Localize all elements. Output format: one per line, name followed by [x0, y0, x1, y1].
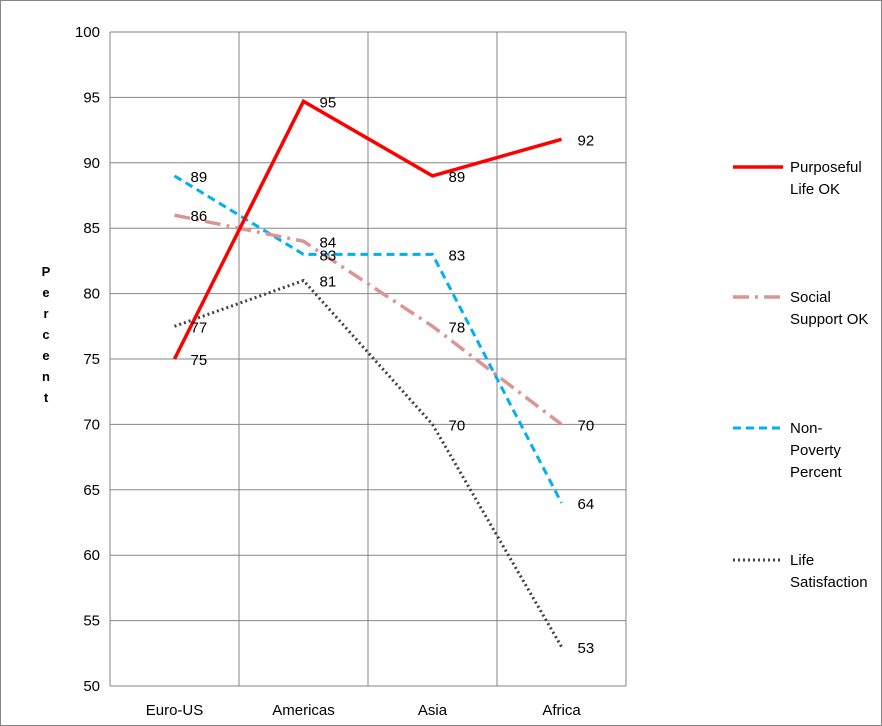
data-label: 83: [449, 247, 466, 264]
series-line: [173, 174, 563, 504]
y-axis-label-letter: t: [44, 390, 49, 405]
legend-label: Social: [790, 289, 831, 306]
y-tick-label: 50: [83, 678, 100, 695]
data-label: 92: [578, 132, 595, 149]
x-tick-label: Africa: [542, 702, 581, 719]
data-label: 64: [578, 496, 595, 513]
x-tick-label: Euro-US: [146, 702, 204, 719]
y-tick-label: 75: [83, 351, 100, 368]
y-axis-label-letter: n: [42, 369, 50, 384]
y-axis-label-letter: c: [42, 327, 49, 342]
data-label: 70: [449, 417, 466, 434]
y-axis-label-letter: e: [42, 285, 49, 300]
y-tick-label: 55: [83, 613, 100, 630]
legend-label: Non-: [790, 420, 823, 437]
legend-label: Support OK: [790, 311, 868, 328]
legend-label: Poverty: [790, 442, 841, 459]
data-labels: 75 95 89 92 86 84 78 70 89 83 83 64 77 81 70 53: [191, 94, 595, 656]
x-tick-label: Asia: [418, 702, 448, 719]
data-label: 75: [191, 352, 208, 369]
legend-label: Percent: [790, 464, 843, 481]
series-line: [172, 98, 562, 360]
series-lines: [172, 98, 563, 648]
y-tick-label: 70: [83, 416, 100, 433]
data-label: 95: [320, 94, 337, 111]
legend-label: Life: [790, 552, 814, 569]
data-label: 81: [320, 274, 337, 291]
data-label: 53: [578, 640, 595, 657]
data-label: 84: [320, 234, 337, 251]
y-tick-label: 85: [83, 220, 100, 237]
axes: 50 55 60 65 70 75 80 85 90 95 100 Euro-US Americas As…: [42, 24, 582, 719]
gridlines: [109, 31, 627, 687]
x-tick-label: Americas: [272, 702, 335, 719]
legend-label: Satisfaction: [790, 574, 868, 591]
data-label: 77: [191, 319, 208, 336]
data-label: 78: [449, 319, 466, 336]
y-tick-label: 65: [83, 482, 100, 499]
y-axis-label-letter: r: [43, 306, 48, 321]
y-tick-label: 80: [83, 286, 100, 303]
y-tick-label: 95: [83, 89, 100, 106]
data-label: 89: [449, 169, 466, 186]
legend-label: Life OK: [790, 181, 840, 198]
data-label: 70: [578, 417, 595, 434]
y-tick-label: 90: [83, 155, 100, 172]
data-label: 83: [320, 247, 337, 264]
y-axis-label-letter: P: [42, 264, 51, 279]
y-axis-label-letter: e: [42, 348, 49, 363]
data-label: 86: [191, 208, 208, 225]
data-label: 89: [191, 169, 208, 186]
y-tick-label: 60: [83, 547, 100, 564]
legend: Purposeful Life OK Social Support OK Non- Pov…: [733, 159, 868, 591]
legend-label: Purposeful: [790, 159, 862, 176]
y-tick-label: 100: [75, 24, 100, 41]
